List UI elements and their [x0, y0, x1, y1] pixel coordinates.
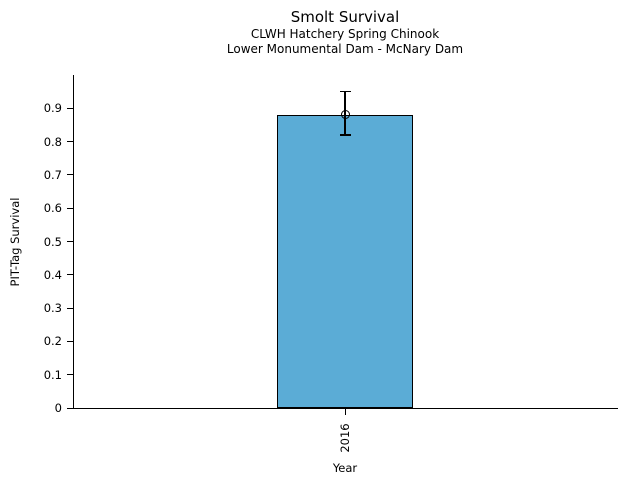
y-tick-label: 0.2 — [43, 334, 62, 349]
error-bar-cap-top — [339, 90, 351, 93]
y-tick-mark — [67, 241, 73, 242]
y-tick-mark — [67, 407, 73, 409]
y-tick-label: 0.4 — [43, 267, 62, 282]
chart-subtitle-line2: Lower Monumental Dam - McNary Dam — [226, 42, 464, 56]
y-tick-label: 0.5 — [43, 234, 62, 249]
y-tick-mark — [67, 141, 73, 143]
y-tick-label: 0.7 — [43, 167, 62, 182]
x-tick-label: 2016 — [338, 423, 352, 453]
plot-area — [73, 75, 618, 409]
data-point-marker — [340, 110, 350, 120]
x-tick-mark — [344, 409, 346, 415]
y-tick-label: 0.1 — [43, 367, 62, 382]
y-tick-mark — [67, 174, 73, 176]
y-tick-mark — [67, 340, 73, 342]
y-axis-label: PIT-Tag Survival — [8, 197, 22, 287]
y-tick-mark — [67, 274, 73, 276]
y-tick-label: 0.3 — [43, 301, 62, 316]
error-bar-cap-bottom — [339, 134, 351, 136]
y-tick-label: 0.9 — [43, 101, 62, 116]
y-tick-mark — [67, 207, 73, 209]
y-tick-label: 0.8 — [43, 134, 62, 149]
x-axis-label: Year — [332, 461, 358, 475]
y-tick-mark — [67, 107, 73, 109]
y-tick-mark — [67, 374, 73, 376]
y-tick-label: 0 — [54, 401, 62, 415]
y-tick-mark — [67, 307, 73, 309]
y-tick-label: 0.6 — [43, 201, 62, 216]
chart-title: Smolt Survival — [290, 8, 400, 26]
chart-subtitle-line1: CLWH Hatchery Spring Chinook — [250, 27, 440, 41]
bar-2016 — [277, 114, 413, 408]
